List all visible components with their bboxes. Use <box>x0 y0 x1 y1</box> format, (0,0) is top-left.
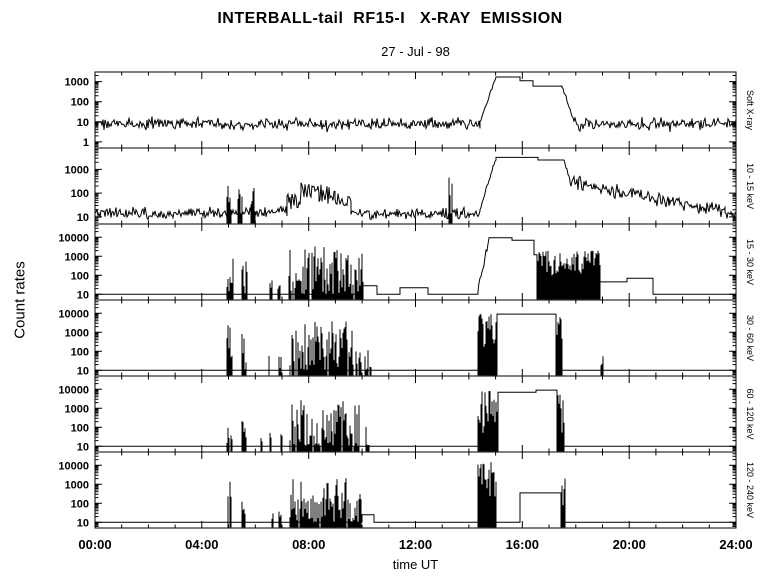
right-axis-label: 10 - 15 keV <box>745 163 755 209</box>
series-30-60keV <box>95 313 736 371</box>
right-axis-label: 120 - 240 keV <box>745 462 755 518</box>
axis-ticks <box>94 300 737 376</box>
right-axis-label: 15 - 30 keV <box>745 239 755 285</box>
y-tick-label: 10000 <box>58 460 89 472</box>
panel-border <box>94 71 737 149</box>
y-tick-label: 1000 <box>65 327 89 339</box>
panel-border <box>94 299 737 377</box>
y-axis-title: Count rates <box>11 261 29 339</box>
axis-ticks <box>94 72 737 148</box>
series-10-15keV-bursts <box>226 177 453 224</box>
y-tick-label: 10 <box>77 441 89 453</box>
y-tick-label: 100 <box>71 346 89 358</box>
y-tick-label: 100 <box>71 498 89 510</box>
chart-date: 27 - Jul - 98 <box>381 44 450 59</box>
y-tick-label: 10 <box>77 365 89 377</box>
y-tick-label: 1000 <box>65 479 89 491</box>
y-tick-label: 1000 <box>65 77 89 89</box>
y-tick-label: 10 <box>77 117 89 129</box>
x-tick-label: 08:00 <box>292 537 325 552</box>
y-tick-label: 1000 <box>65 403 89 415</box>
y-tick-label: 100 <box>71 270 89 282</box>
series-10-15keV <box>94 156 737 221</box>
y-tick-label: 100 <box>71 422 89 434</box>
y-tick-label: 1 <box>83 137 89 149</box>
x-tick-label: 16:00 <box>506 537 539 552</box>
axis-ticks <box>94 452 737 528</box>
series-soft-xray <box>94 76 737 133</box>
series-15-30keV <box>95 237 736 295</box>
y-tick-label: 100 <box>71 188 89 200</box>
axis-ticks <box>94 376 737 452</box>
right-axis-label: 30 - 60 keV <box>745 315 755 361</box>
y-tick-label: 10000 <box>58 308 89 320</box>
x-axis-title: time UT <box>392 557 439 572</box>
y-tick-label: 10 <box>77 289 89 301</box>
y-tick-label: 10 <box>77 517 89 529</box>
panel-border <box>94 223 737 301</box>
y-tick-label: 1000 <box>65 164 89 176</box>
right-axis-label: 60 - 120 keV <box>745 388 755 439</box>
panel-border <box>94 451 737 529</box>
x-tick-label: 04:00 <box>185 537 218 552</box>
series-120-240keV-bursts <box>227 462 566 528</box>
series-60-120keV <box>95 389 736 447</box>
x-tick-label: 00:00 <box>78 537 111 552</box>
y-tick-label: 10000 <box>58 384 89 396</box>
y-tick-label: 1000 <box>65 251 89 263</box>
right-axis-label: Soft X-ray <box>745 90 755 131</box>
axis-ticks <box>94 224 737 300</box>
series-120-240keV <box>95 492 736 523</box>
series-30-60keV-bursts <box>226 314 604 376</box>
series-15-30keV-bursts <box>226 246 601 300</box>
y-tick-label: 10 <box>77 212 89 224</box>
chart-title: INTERBALL-tail RF15-I X-RAY EMISSION <box>217 10 563 27</box>
x-tick-label: 24:00 <box>719 537 752 552</box>
series-60-120keV-bursts <box>226 391 565 452</box>
panel-border <box>94 375 737 453</box>
y-tick-label: 10000 <box>58 232 89 244</box>
x-tick-label: 12:00 <box>399 537 432 552</box>
y-tick-label: 100 <box>71 97 89 109</box>
x-tick-label: 20:00 <box>613 537 646 552</box>
